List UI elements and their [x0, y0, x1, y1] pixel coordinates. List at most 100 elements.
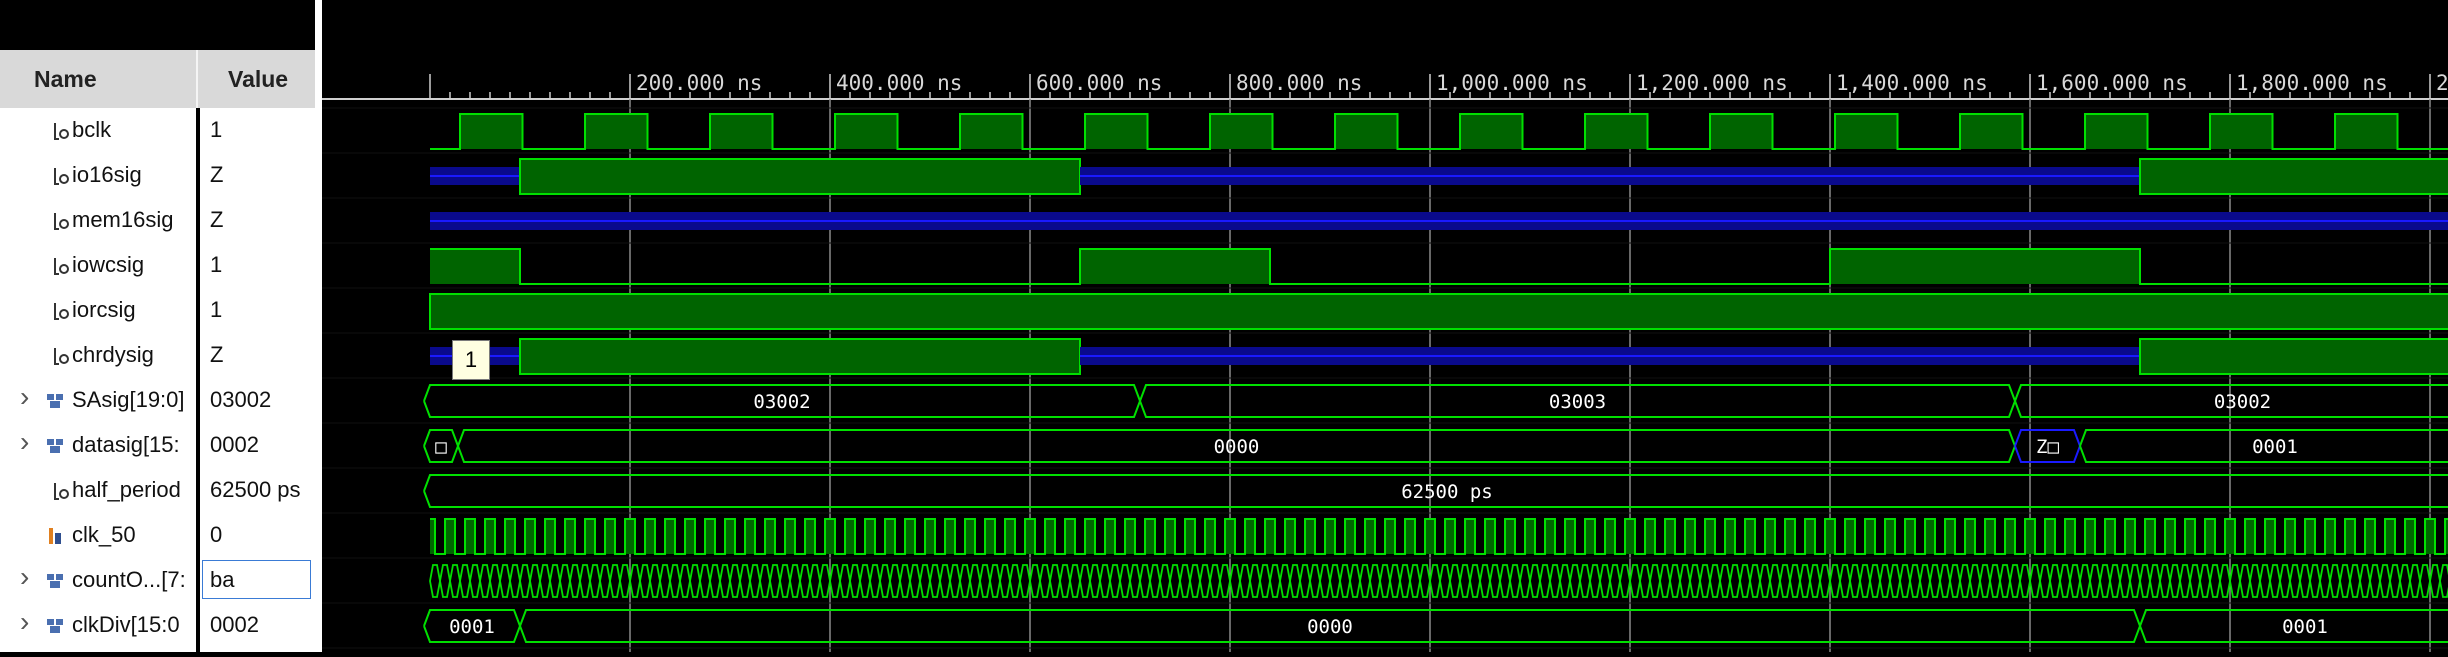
clk50-fill — [2065, 519, 2075, 554]
clk50-fill — [2325, 519, 2335, 554]
datasig-value-label: Z□ — [2036, 436, 2059, 458]
signal-name: iowcsig — [72, 252, 145, 277]
clk50-fill — [985, 519, 995, 554]
clk50-fill — [2285, 519, 2295, 554]
datasig-value-label: 0001 — [2252, 436, 2298, 458]
signal-value-row[interactable]: 1 — [200, 243, 315, 288]
signal-name: clk_50 — [72, 522, 136, 547]
iowcsig-fill — [1080, 249, 1270, 284]
clk50-fill — [2305, 519, 2315, 554]
clk50-fill — [1885, 519, 1895, 554]
clkdiv-segment — [2139, 609, 2448, 643]
clk50-fill — [885, 519, 895, 554]
signal-name-row[interactable]: › clkDiv[15:0 — [0, 603, 196, 648]
clk50-fill — [1445, 519, 1455, 554]
iowcsig-fill — [1830, 249, 2140, 284]
signal-name-row[interactable]: io16sig — [0, 153, 196, 198]
high-pulse — [2139, 338, 2448, 375]
name-column-header[interactable]: Name — [34, 66, 97, 92]
expand-chevron-icon[interactable]: › — [20, 426, 30, 457]
column-header: Name Value — [0, 50, 315, 109]
bclk-fill — [585, 114, 648, 149]
signal-icon — [54, 348, 69, 365]
selected-value-box[interactable] — [202, 560, 311, 599]
clk50-fill — [2245, 519, 2255, 554]
clk50-fill — [1545, 519, 1555, 554]
signal-value: ba — [210, 567, 235, 592]
signal-name-row[interactable]: mem16sig — [0, 198, 196, 243]
signal-name: countO...[7: — [72, 567, 186, 592]
clk50-fill — [2365, 519, 2375, 554]
signal-value-row[interactable]: 1 — [200, 108, 315, 153]
clk50-fill — [825, 519, 835, 554]
signal-name-row[interactable]: iowcsig — [0, 243, 196, 288]
signal-value-row[interactable]: ba — [200, 558, 315, 603]
signal-name: SAsig[19:0] — [72, 387, 185, 412]
clk50-fill — [1005, 519, 1015, 554]
clk50-fill — [1585, 519, 1595, 554]
signal-name-row[interactable]: clk_50 — [0, 513, 196, 558]
signal-value: 1 — [210, 117, 223, 142]
waveform-canvas[interactable]: 200.000 ns 400.000 ns 600.000 ns 800.000 ns… — [322, 0, 2448, 652]
clk50-fill — [925, 519, 935, 554]
signal-value-row[interactable]: 62500 ps — [200, 468, 315, 513]
signal-value: Z — [210, 342, 224, 367]
ruler-tick-label: 1,600.000 ns — [2036, 71, 2188, 95]
clk50-trace — [430, 518, 2448, 555]
clk50-fill — [505, 519, 515, 554]
clk50-fill — [1045, 519, 1055, 554]
signal-name-row[interactable]: iorcsig — [0, 288, 196, 333]
signal-value-row[interactable]: 0002 — [200, 423, 315, 468]
bus-icon — [47, 439, 63, 453]
signal-name: io16sig — [72, 162, 142, 187]
panel-divider[interactable] — [315, 0, 322, 652]
clk50-fill — [1305, 519, 1315, 554]
signal-name-row[interactable]: › countO...[7: — [0, 558, 196, 603]
high-pulse — [2139, 158, 2448, 195]
signal-value-row[interactable]: Z — [200, 153, 315, 198]
signal-value-row[interactable]: 0002 — [200, 603, 315, 648]
signal-name: datasig[15: — [72, 432, 180, 457]
signal-value: Z — [210, 162, 224, 187]
signal-name-row[interactable]: half_period — [0, 468, 196, 513]
clk50-fill — [1225, 519, 1235, 554]
clk50-fill — [805, 519, 815, 554]
value-column-header[interactable]: Value — [228, 66, 289, 92]
signal-name: clkDiv[15:0 — [72, 612, 180, 637]
expand-chevron-icon[interactable]: › — [20, 561, 30, 592]
signal-name-row[interactable]: bclk — [0, 108, 196, 153]
waveform-viewer[interactable]: 200.000 ns 400.000 ns 600.000 ns 800.000 ns… — [322, 0, 2448, 652]
clk50-fill — [1665, 519, 1675, 554]
expand-chevron-icon[interactable]: › — [20, 381, 30, 412]
signal-name-row[interactable]: chrdysig — [0, 333, 196, 378]
expand-chevron-icon[interactable]: › — [20, 606, 30, 637]
bus-icon — [47, 619, 63, 633]
clk50-fill — [2345, 519, 2355, 554]
clk50-fill — [665, 519, 675, 554]
clk50-fill — [1105, 519, 1115, 554]
signal-value-row[interactable]: 03002 — [200, 378, 315, 423]
signal-list-panel: Name Value bclk io16sig mem16sig iowcsig ior… — [0, 0, 315, 652]
signal-value-row[interactable]: 0 — [200, 513, 315, 558]
signal-value-row[interactable]: 1 — [200, 288, 315, 333]
ruler-tick-label: 1,000.000 ns — [1436, 71, 1588, 95]
clk50-fill — [1985, 519, 1995, 554]
signal-value-row[interactable]: Z — [200, 198, 315, 243]
high-pulse — [519, 158, 1081, 195]
name-column: bclk io16sig mem16sig iowcsig iorcsig chrdysi… — [0, 108, 196, 652]
signal-value: 0002 — [210, 432, 259, 457]
clk50-fill — [2025, 519, 2035, 554]
bclk-fill — [1960, 114, 2023, 149]
signal-icon — [54, 123, 69, 140]
column-separator[interactable] — [196, 50, 198, 108]
signal-icon — [54, 258, 69, 275]
clk50-fill — [1025, 519, 1035, 554]
clk50-fill — [1825, 519, 1835, 554]
clk50-fill — [430, 519, 435, 554]
signal-value-row[interactable]: Z — [200, 333, 315, 378]
signal-name-row[interactable]: › datasig[15: — [0, 423, 196, 468]
signal-name-row[interactable]: › SAsig[19:0] — [0, 378, 196, 423]
clkdiv-value-label: 0001 — [2282, 616, 2328, 638]
clk50-fill — [1325, 519, 1335, 554]
clk50-fill — [2145, 519, 2155, 554]
